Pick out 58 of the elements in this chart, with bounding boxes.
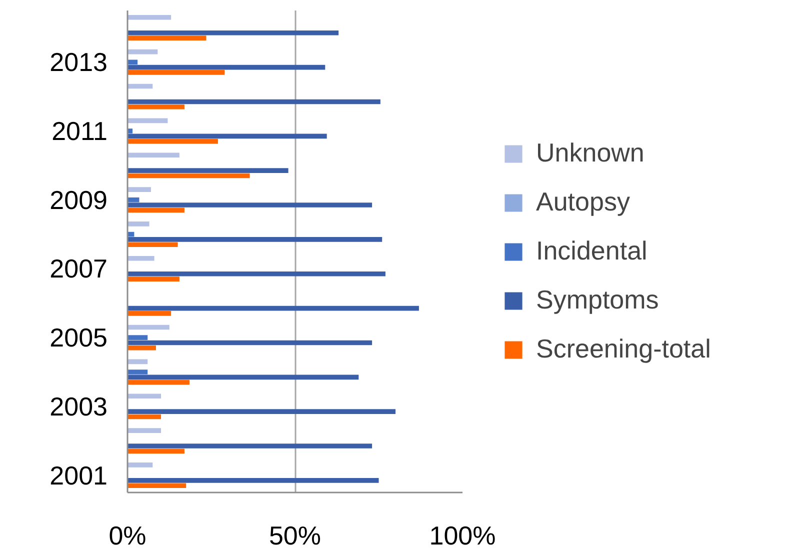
bar [128, 409, 396, 414]
legend-label: Screening-total [536, 334, 712, 364]
bar [128, 271, 386, 276]
bar [128, 444, 372, 448]
bar [128, 448, 184, 454]
y-tick-label: 2003 [50, 391, 108, 422]
bar [128, 483, 186, 488]
bar [128, 60, 138, 65]
bar [128, 276, 180, 282]
bar [128, 134, 327, 139]
y-tick-label: 2005 [50, 322, 108, 353]
bar [128, 256, 154, 261]
bar [128, 222, 150, 226]
y-tick-label: 2009 [50, 184, 108, 215]
x-tick-label: 100% [429, 520, 496, 550]
bar [128, 36, 206, 40]
bar [128, 335, 148, 340]
bar [128, 374, 359, 380]
bar [128, 370, 148, 374]
bar [128, 197, 140, 202]
legend-label: Unknown [536, 138, 646, 168]
bar [128, 242, 178, 248]
bar [128, 306, 419, 311]
y-tick-label: 2013 [50, 47, 108, 78]
bar [128, 104, 184, 110]
bar [128, 462, 153, 468]
bar [128, 324, 170, 330]
bar [128, 168, 288, 174]
bar [128, 208, 184, 213]
bar [128, 414, 161, 420]
bar [128, 237, 382, 242]
bar [128, 380, 190, 385]
legend-label: Autopsy [536, 186, 631, 218]
bar [128, 70, 225, 75]
bar [128, 345, 156, 350]
bar [128, 340, 372, 346]
legend-label: Incidental [536, 236, 648, 266]
x-tick-label: 0% [108, 520, 146, 550]
bar [128, 138, 218, 144]
bar [128, 202, 372, 208]
y-tick-label: 2007 [50, 254, 108, 284]
x-tick-label: 50% [268, 520, 322, 550]
bar [128, 428, 161, 433]
y-tick-label: 2011 [52, 116, 108, 146]
bar [128, 99, 380, 104]
bar [128, 394, 161, 399]
bar [128, 478, 379, 483]
legend-label: Symptoms [536, 284, 660, 316]
bar [128, 187, 151, 192]
bar [128, 152, 180, 158]
bar [128, 64, 326, 70]
bar [128, 30, 339, 36]
y-tick-label: 2001 [50, 460, 108, 490]
bar [128, 14, 172, 20]
bar [128, 49, 158, 54]
bar [128, 118, 168, 124]
bar [128, 311, 172, 316]
bar [128, 173, 250, 178]
